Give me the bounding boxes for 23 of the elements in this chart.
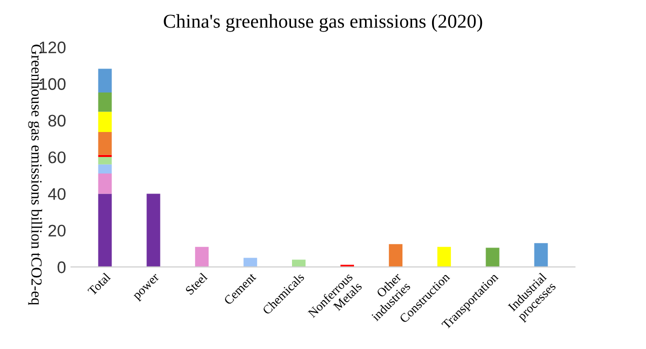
bar — [437, 246, 451, 267]
bar — [486, 248, 500, 267]
bar — [98, 164, 112, 174]
bar — [98, 132, 112, 155]
y-tick-label: 60 — [48, 151, 66, 164]
bar — [534, 243, 548, 267]
bar — [98, 112, 112, 132]
bar — [98, 174, 112, 194]
bar — [244, 258, 258, 267]
bar — [388, 244, 402, 267]
chart-title: China's greenhouse gas emissions (2020) — [164, 14, 482, 32]
bar — [195, 246, 209, 267]
bar — [292, 260, 306, 267]
bar — [146, 194, 160, 267]
y-tick-label: 40 — [48, 188, 66, 200]
bar — [98, 92, 112, 112]
bar — [98, 194, 112, 267]
y-tick-label: 0 — [58, 261, 66, 274]
y-tick-label: 80 — [48, 114, 66, 127]
y-tick-label: 20 — [48, 224, 66, 237]
bar — [98, 68, 112, 93]
bar — [98, 157, 112, 164]
bar — [98, 154, 112, 158]
